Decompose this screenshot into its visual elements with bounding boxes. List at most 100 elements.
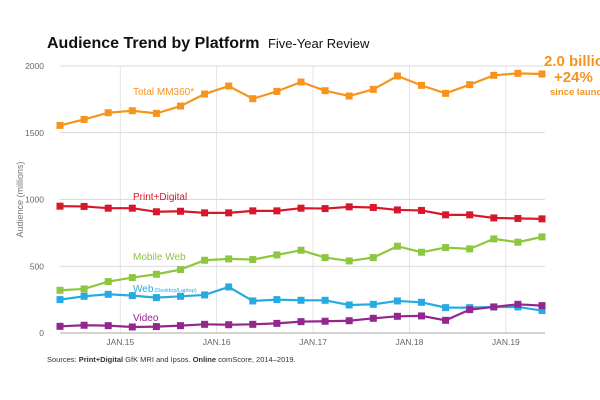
y-tick-label: 1000 bbox=[25, 195, 44, 205]
callout-since: since launc bbox=[550, 87, 600, 98]
source-online: Online bbox=[192, 355, 217, 364]
data-point bbox=[297, 296, 305, 304]
data-point bbox=[321, 296, 329, 304]
data-point bbox=[104, 290, 112, 298]
data-point bbox=[297, 78, 305, 86]
data-point bbox=[514, 69, 522, 77]
data-point bbox=[80, 202, 88, 210]
data-point bbox=[104, 204, 112, 212]
data-point bbox=[490, 235, 498, 243]
data-point bbox=[152, 323, 160, 331]
data-point bbox=[56, 322, 64, 330]
data-point bbox=[490, 71, 498, 79]
data-point bbox=[442, 244, 450, 252]
callout-growth: +24% bbox=[554, 69, 593, 86]
x-tick-label: JAN.19 bbox=[492, 337, 520, 347]
data-point bbox=[56, 296, 64, 304]
data-point bbox=[466, 81, 474, 89]
y-tick-label: 1500 bbox=[25, 128, 44, 138]
data-point bbox=[538, 215, 546, 223]
data-point bbox=[80, 321, 88, 329]
data-point bbox=[273, 319, 281, 327]
data-point bbox=[104, 109, 112, 117]
data-point bbox=[466, 245, 474, 253]
data-point bbox=[442, 316, 450, 324]
data-point bbox=[418, 248, 425, 256]
data-point bbox=[514, 238, 522, 246]
data-point bbox=[490, 214, 498, 222]
series-label: Print+Digital bbox=[133, 192, 187, 203]
data-point bbox=[514, 300, 522, 308]
data-point bbox=[418, 298, 425, 306]
y-tick-label: 0 bbox=[39, 328, 44, 338]
y-tick-label: 500 bbox=[30, 261, 44, 271]
data-point bbox=[514, 214, 522, 222]
data-point bbox=[177, 207, 184, 215]
data-point bbox=[56, 286, 64, 294]
chart-title-block: Audience Trend by Platform Five-Year Rev… bbox=[47, 35, 369, 53]
data-point bbox=[128, 204, 136, 212]
data-point bbox=[177, 292, 184, 300]
data-point bbox=[369, 300, 377, 308]
data-point bbox=[442, 211, 450, 219]
data-point bbox=[418, 206, 425, 214]
data-point bbox=[80, 292, 88, 300]
data-point bbox=[369, 314, 377, 322]
data-point bbox=[80, 115, 88, 123]
series-label: Mobile Web bbox=[133, 252, 186, 263]
data-point bbox=[249, 207, 257, 215]
x-tick-label: JAN.15 bbox=[106, 337, 134, 347]
data-point bbox=[538, 302, 546, 310]
data-point bbox=[177, 266, 184, 274]
data-point bbox=[369, 85, 377, 93]
series-line-2 bbox=[59, 235, 543, 292]
data-point bbox=[345, 92, 353, 100]
data-point bbox=[466, 306, 474, 314]
data-point bbox=[321, 87, 329, 95]
series-label: Web(Desktop/Laptop) bbox=[133, 284, 197, 295]
data-point bbox=[152, 270, 160, 278]
data-point bbox=[273, 87, 281, 95]
y-tick-label: 2000 bbox=[25, 61, 44, 71]
series-label: Total MM360* bbox=[133, 87, 194, 98]
chart-subtitle: Five-Year Review bbox=[267, 36, 370, 51]
data-point bbox=[201, 291, 209, 299]
data-point bbox=[369, 204, 377, 212]
data-point bbox=[393, 206, 401, 214]
y-axis-label: Audience (millions) bbox=[15, 161, 25, 237]
data-point bbox=[249, 256, 257, 264]
data-point bbox=[418, 312, 425, 320]
x-tick-label: JAN.16 bbox=[203, 337, 231, 347]
data-point bbox=[345, 317, 353, 325]
data-point bbox=[128, 323, 136, 331]
source-suffix: comScore, 2014–2019. bbox=[216, 355, 296, 364]
data-point bbox=[442, 89, 450, 97]
data-point bbox=[393, 312, 401, 320]
data-point bbox=[273, 207, 281, 215]
data-point bbox=[249, 95, 257, 103]
data-point bbox=[297, 318, 305, 326]
x-tick-label: JAN.17 bbox=[299, 337, 327, 347]
callout-total: 2.0 billio bbox=[544, 53, 600, 70]
data-point bbox=[538, 233, 546, 241]
data-point bbox=[80, 285, 88, 293]
data-point bbox=[273, 251, 281, 259]
data-point bbox=[297, 246, 305, 254]
data-point bbox=[418, 81, 425, 89]
data-point bbox=[321, 205, 329, 213]
source-print-digital: Print+Digital bbox=[78, 355, 124, 364]
data-point bbox=[273, 296, 281, 304]
data-point bbox=[177, 102, 184, 110]
data-point bbox=[369, 254, 377, 262]
data-point bbox=[104, 278, 112, 286]
data-point bbox=[201, 209, 209, 217]
data-point bbox=[225, 255, 233, 263]
data-point bbox=[393, 297, 401, 305]
data-point bbox=[345, 301, 353, 309]
data-point bbox=[128, 107, 136, 115]
data-point bbox=[345, 257, 353, 265]
source-note: Sources: Print+Digital GfK MRI and Ipsos… bbox=[47, 355, 296, 364]
data-point bbox=[225, 283, 233, 291]
series-label: Video bbox=[133, 313, 159, 324]
